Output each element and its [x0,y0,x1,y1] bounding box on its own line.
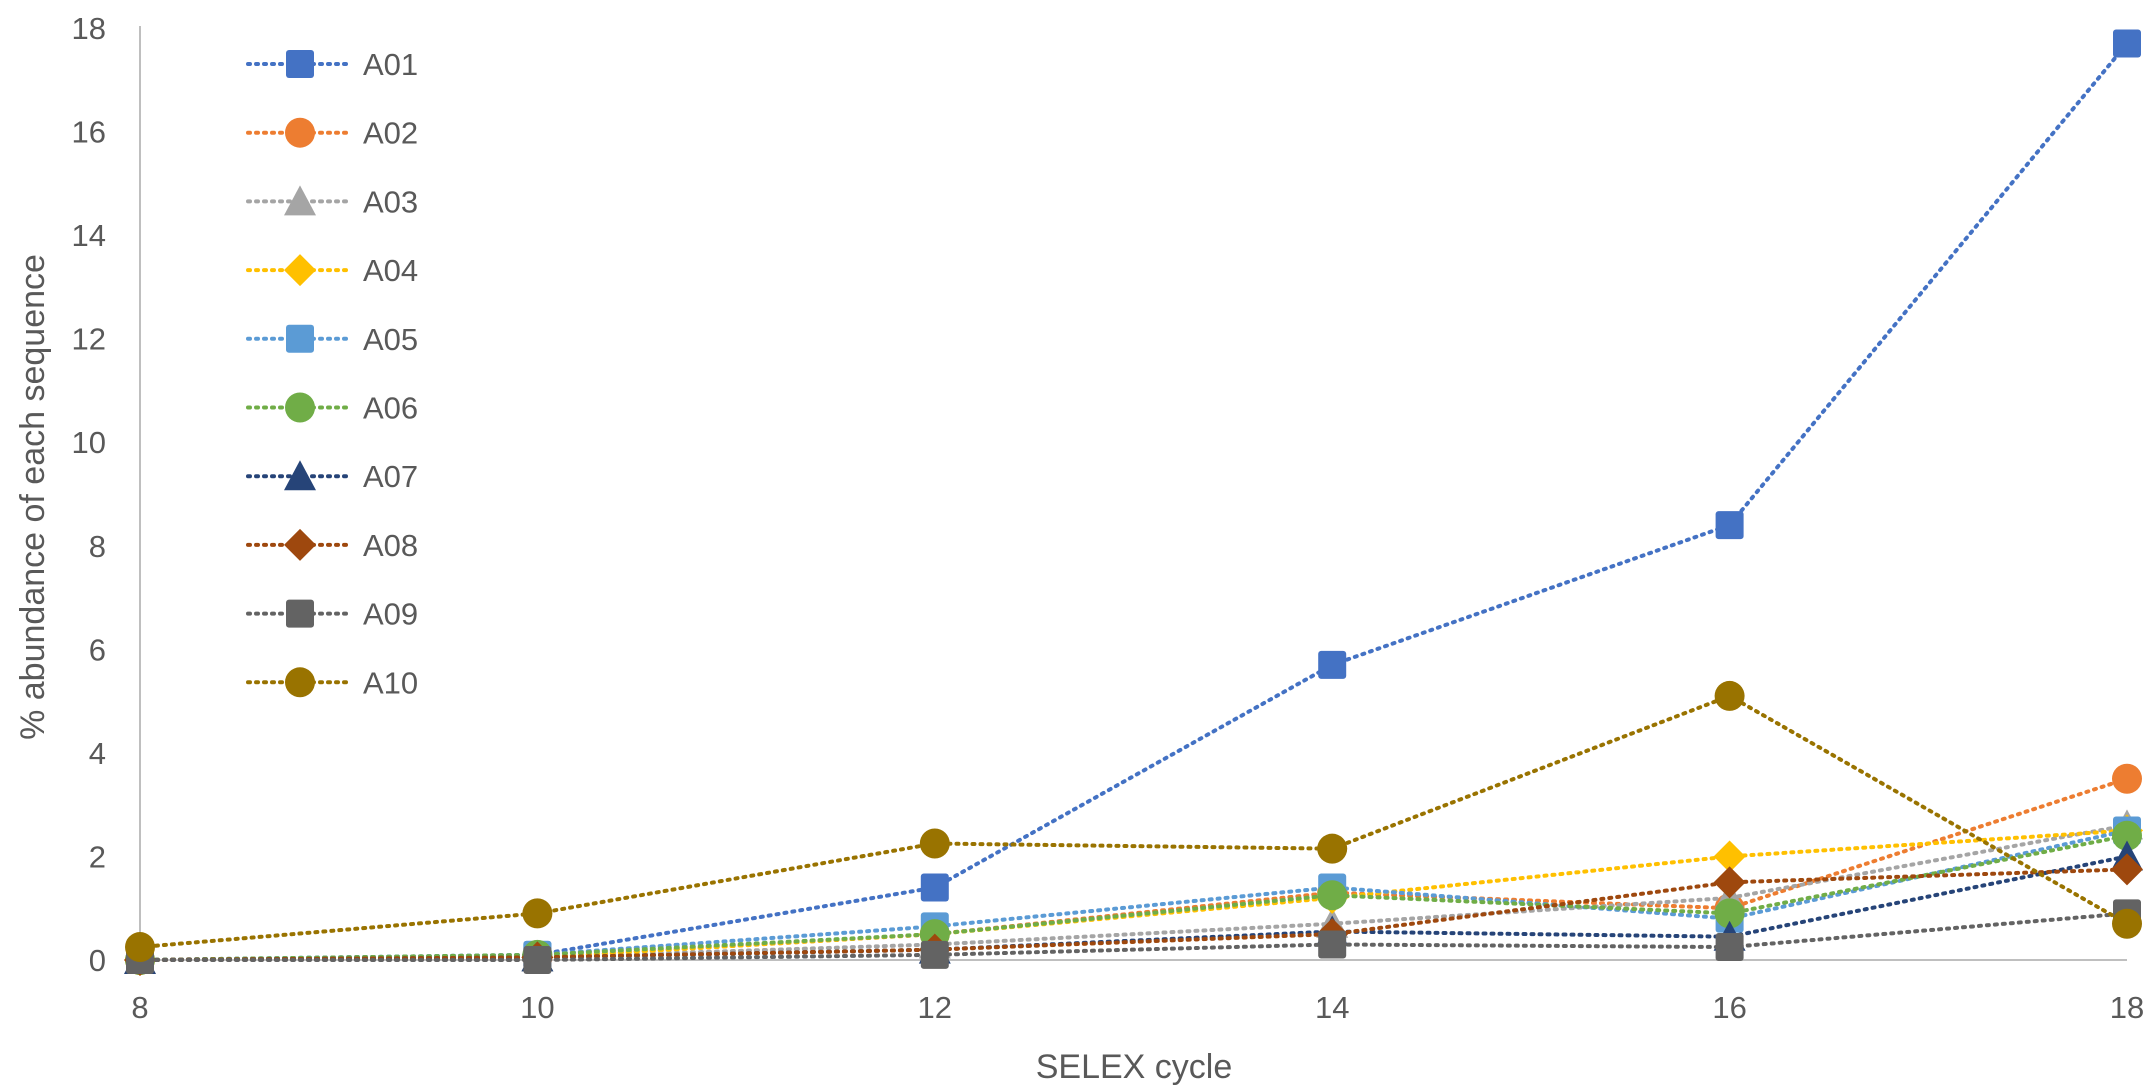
x-tick-label: 10 [520,990,554,1025]
data-point [920,940,949,969]
y-tick-label: 12 [72,322,106,357]
y-tick-label: 14 [72,218,106,253]
legend-marker [284,460,316,491]
data-point [2111,853,2143,886]
y-tick-label: 16 [72,115,106,150]
x-tick-label: 12 [918,990,952,1025]
series-a10 [125,680,2142,963]
data-point [2112,763,2142,794]
data-point [1317,880,1348,911]
legend-marker [284,254,316,287]
y-tick-label: 10 [72,425,106,460]
legend-item-a07: A07 [246,459,418,494]
data-point [1715,933,1744,962]
legend-label: A05 [363,322,418,357]
legend-marker [284,185,316,216]
y-axis-title: % abundance of each sequence [14,254,52,740]
legend-item-a01: A01 [246,47,418,82]
data-point [1318,930,1347,959]
data-point [1715,511,1744,540]
legend-marker [285,667,315,698]
axes: 0 2 4 6 8 10 12 14 16 18 8 10 12 14 16 18 [72,11,2145,1025]
data-point [125,932,155,963]
series-line [138,693,2129,950]
x-tick-label: 8 [131,990,148,1025]
series-line [138,911,2129,962]
legend-item-a06: A06 [246,391,418,426]
data-point [1714,898,1745,929]
data-point [1713,840,1746,873]
legend-label: A02 [363,116,418,151]
legend-label: A03 [363,184,418,219]
series-layer [124,29,2143,976]
legend-item-a09: A09 [246,597,418,632]
series-a01 [126,29,2141,974]
data-point [1317,833,1348,864]
legend-marker [286,324,314,353]
legend-item-a10: A10 [246,665,418,700]
data-point [523,946,552,974]
legend-marker [285,392,315,423]
series-line [138,867,2129,962]
y-tick-label: 0 [89,943,106,978]
series-a06 [125,820,2142,975]
y-tick-label: 6 [89,632,106,667]
y-tick-label: 4 [89,736,106,771]
legend-label: A04 [363,253,418,288]
legend-label: A08 [363,528,418,563]
data-point [1713,866,1746,899]
data-point [2112,908,2142,939]
legend-item-a08: A08 [246,528,418,563]
y-tick-label: 18 [72,11,106,46]
data-point [2113,29,2141,58]
legend-label: A07 [363,459,418,494]
series-line [138,41,2129,962]
legend-marker [284,528,316,561]
legend-label: A09 [363,597,418,632]
legend: A01 A02 A03 A04 A05 A06 A07 A08 A09 A10 [246,47,418,700]
legend-marker [286,50,314,78]
legend-item-a03: A03 [246,184,418,219]
legend-label: A06 [363,391,418,426]
x-tick-label: 18 [2110,990,2144,1025]
data-point [920,873,949,902]
legend-marker [285,117,315,148]
y-tick-label: 8 [89,529,106,564]
x-tick-label: 14 [1315,990,1349,1025]
series-a09 [126,899,2141,974]
legend-item-a04: A04 [246,253,418,288]
x-axis-title: SELEX cycle [1036,1048,1233,1086]
data-point [919,828,950,859]
data-point [1714,680,1745,711]
data-point [1318,650,1347,679]
y-tick-label: 2 [89,839,106,874]
x-tick-label: 16 [1712,990,1746,1025]
legend-label: A01 [363,47,418,82]
data-point [522,898,553,929]
legend-item-a05: A05 [246,322,418,357]
legend-marker [286,599,314,628]
series-line [138,833,2129,962]
legend-item-a02: A02 [246,116,418,151]
legend-label: A10 [363,665,418,700]
data-point [2112,820,2142,851]
